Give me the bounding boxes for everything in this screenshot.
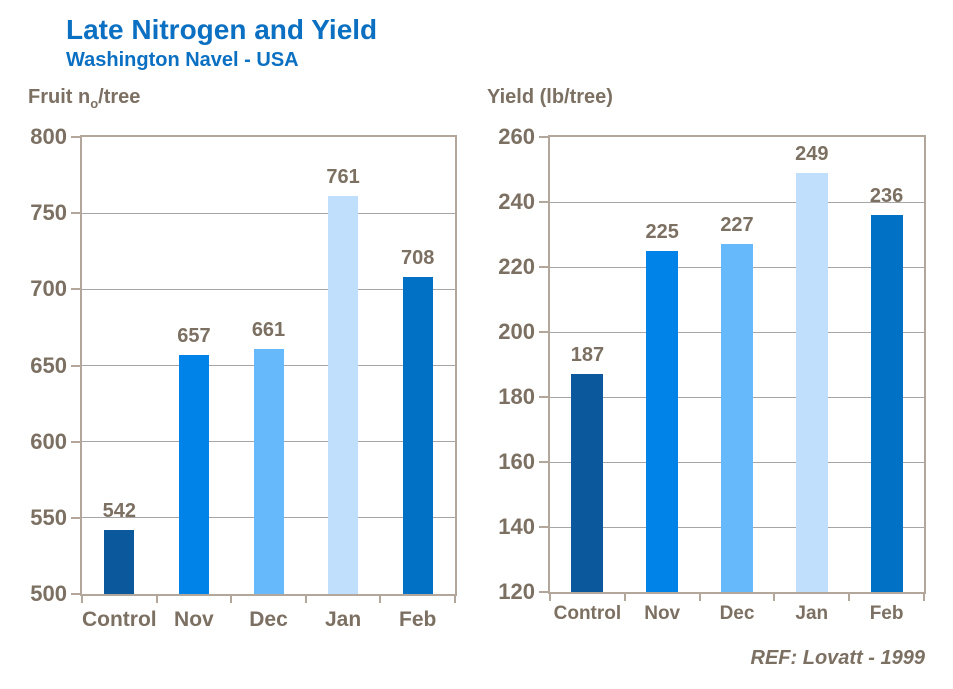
left-chart-x-axis-tick xyxy=(81,596,83,603)
left-chart-y-axis-tick xyxy=(71,516,80,519)
right-chart-bar-value-label: 225 xyxy=(645,220,679,243)
axis-title-subscript: o xyxy=(90,96,99,111)
right-chart-x-category-label: Dec xyxy=(719,603,755,624)
left-chart-x-category-label: Feb xyxy=(399,608,437,631)
right-chart-x-axis-tick xyxy=(923,594,925,601)
right-chart-y-tick-label: 240 xyxy=(498,189,535,214)
left-chart-x-axis-tick xyxy=(155,596,158,603)
right-chart-x-axis-tick xyxy=(848,594,851,601)
right-chart-axis-title: Yield (lb/tree) xyxy=(487,86,613,111)
right-chart-y-axis-tick xyxy=(539,591,548,593)
right-chart-x-axis-tick xyxy=(623,594,626,601)
page-title: Late Nitrogen and Yield xyxy=(66,14,378,45)
right-chart-bar-value-label: 227 xyxy=(720,214,754,237)
left-chart-x-axis-tick xyxy=(379,596,382,603)
right-chart-bar-nov xyxy=(646,250,679,592)
left-chart-bar-control xyxy=(104,530,135,594)
left-chart-y-axis-tick xyxy=(71,440,80,443)
left-chart-y-tick-label: 750 xyxy=(30,200,67,226)
right-chart-x-category-label: Control xyxy=(553,603,622,624)
right-chart-x-axis-tick xyxy=(698,594,701,601)
left-chart-bar-jan xyxy=(328,196,359,594)
left-chart-bar-dec xyxy=(253,348,284,594)
right-chart-bar-jan xyxy=(795,172,828,592)
right-chart-x-category-label: Jan xyxy=(795,603,829,624)
left-chart-bar-value-label: 657 xyxy=(177,324,211,347)
left-chart-bar-value-label: 761 xyxy=(326,166,360,189)
left-chart-x-category-label: Control xyxy=(81,608,157,631)
axis-title-text: Fruit n xyxy=(28,86,91,108)
right-chart-y-axis-tick xyxy=(539,201,548,203)
right-chart-y-axis-tick xyxy=(539,396,548,398)
left-chart-bar-value-label: 542 xyxy=(102,500,136,523)
right-chart-bar-feb xyxy=(870,215,903,592)
right-chart-y-tick-label: 160 xyxy=(498,449,535,474)
left-chart-y-tick-label: 650 xyxy=(30,352,67,378)
right-chart-x-axis-tick xyxy=(549,594,551,601)
left-chart-y-axis-tick xyxy=(71,136,80,138)
left-chart-x-axis-tick xyxy=(304,596,307,603)
left-chart-x-category-label: Jan xyxy=(325,608,362,631)
left-chart-bar-feb xyxy=(402,277,433,594)
left-chart-bar-nov xyxy=(178,354,209,594)
left-chart-y-tick-label: 550 xyxy=(30,504,67,530)
left-chart-x-axis-tick xyxy=(230,596,233,603)
right-chart-bar-value-label: 249 xyxy=(795,142,829,165)
right-chart-bar-dec xyxy=(721,244,753,592)
right-chart-y-tick-label: 260 xyxy=(498,124,535,149)
right-chart-x-category-label: Nov xyxy=(644,603,681,624)
right-chart-bar-value-label: 236 xyxy=(869,185,904,207)
right-chart-y-tick-label: 120 xyxy=(498,579,535,604)
left-chart-gridline xyxy=(82,212,455,214)
right-chart-y-axis-tick xyxy=(539,266,548,268)
reference-citation: REF: Lovatt - 1999 xyxy=(750,647,925,669)
left-chart-bar-value-label: 708 xyxy=(401,247,435,270)
left-chart-x-category-label: Nov xyxy=(174,608,214,631)
left-chart-y-tick-label: 800 xyxy=(30,124,67,149)
right-chart-y-tick-label: 220 xyxy=(498,254,535,279)
left-chart-gridline xyxy=(82,288,455,290)
right-chart-bar-value-label: 187 xyxy=(570,344,605,367)
left-chart-y-axis-tick xyxy=(71,364,80,367)
left-chart-y-tick-label: 700 xyxy=(30,276,67,302)
left-chart-y-axis-tick xyxy=(71,593,80,595)
right-chart-gridline xyxy=(550,201,924,203)
left-chart-y-axis-tick xyxy=(71,288,80,291)
axis-title-text: Yield (lb/tree) xyxy=(487,86,613,108)
right-chart-bar-control xyxy=(571,374,604,592)
left-chart-x-category-label: Dec xyxy=(249,608,288,631)
left-chart-y-axis-tick xyxy=(71,212,80,215)
right-chart-y-tick-label: 140 xyxy=(498,514,535,539)
right-chart-y-axis-tick xyxy=(539,136,548,138)
right-chart-y-axis-tick xyxy=(539,331,548,333)
left-chart-y-tick-label: 500 xyxy=(30,581,67,606)
right-chart-x-axis-tick xyxy=(773,594,776,601)
left-chart-axis-title: Fruit no/tree xyxy=(28,86,140,111)
right-chart-y-tick-label: 200 xyxy=(498,319,535,344)
right-chart-y-tick-label: 180 xyxy=(498,384,535,409)
left-chart-bar-value-label: 661 xyxy=(251,318,286,341)
right-chart-y-axis-tick xyxy=(539,526,548,528)
page-subtitle: Washington Navel - USA xyxy=(66,49,299,71)
left-chart-y-tick-label: 600 xyxy=(30,428,67,454)
left-chart-x-axis-tick xyxy=(454,596,456,603)
right-chart-y-axis-tick xyxy=(539,461,548,463)
axis-title-text: /tree xyxy=(98,86,141,108)
right-chart-x-category-label: Feb xyxy=(869,603,904,624)
